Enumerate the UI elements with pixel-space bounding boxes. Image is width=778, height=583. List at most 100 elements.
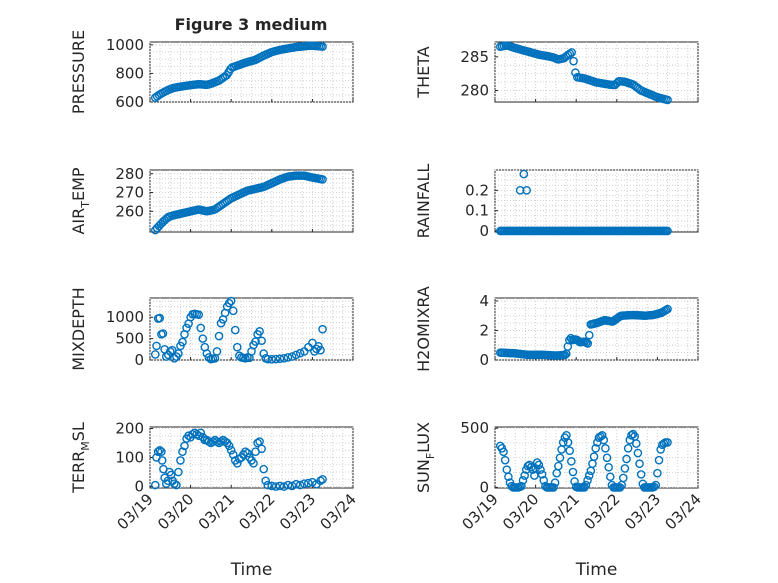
data-point-terr_msl [259, 464, 268, 474]
data-point-sun_flux [604, 462, 613, 472]
data-point-sun_flux [581, 480, 591, 490]
y-tick-label-air_temp: 260 [115, 202, 144, 220]
y-axis-label-suffix: LUX [414, 422, 433, 453]
data-point-sun_flux [563, 438, 573, 447]
panel-pressure: 600 800 1000 PRESSURE [69, 30, 354, 114]
data-point-terr_msl [178, 447, 187, 456]
data-point-mixdepth [230, 325, 240, 335]
data-point-mixdepth [155, 313, 165, 323]
data-point-terr_msl [304, 478, 313, 488]
y-axis-label-main: H2OMIXRA [414, 286, 433, 372]
data-point-terr_msl [241, 447, 250, 456]
x-tick-label: 03/22 [580, 490, 623, 533]
y-tick-label-pressure: 1000 [106, 36, 144, 54]
data-point-mixdepth [257, 336, 266, 346]
data-point-mixdepth [196, 323, 206, 333]
panel-rainfall: 0 0.1 0.2 RAINFALL [414, 164, 699, 240]
x-tick-label: 03/24 [662, 490, 705, 533]
y-tick-label-rainfall: 0.1 [465, 202, 489, 220]
data-point-mixdepth [312, 344, 321, 354]
y-axis-label-air_temp: AIRTEMP [69, 167, 92, 234]
y-tick-label-air_temp: 280 [115, 165, 144, 183]
data-point-mixdepth [150, 350, 160, 359]
data-point-terr_msl [253, 438, 262, 448]
y-tick-label-rainfall: 0.2 [465, 181, 489, 199]
data-point-sun_flux [520, 471, 529, 480]
y-axis-label-main: RAINFALL [414, 164, 433, 239]
data-point-terr_msl [299, 479, 309, 488]
y-tick-label-air_temp: 270 [115, 184, 144, 202]
data-point-sun_flux [504, 472, 513, 482]
data-point-sun_flux [583, 476, 592, 485]
data-point-sun_flux [633, 448, 643, 458]
data-point-terr_msl [226, 445, 236, 455]
data-point-terr_msl [261, 476, 271, 486]
data-point-rainfall [663, 226, 672, 236]
data-point-sun_flux [599, 435, 609, 445]
data-point-mixdepth [198, 334, 208, 343]
data-point-mixdepth [152, 341, 161, 351]
data-point-mixdepth [316, 345, 325, 355]
data-point-mixdepth [178, 337, 187, 347]
y-tick-label-terr_msl: 200 [115, 419, 144, 437]
data-point-sun_flux [659, 439, 669, 448]
data-point-rainfall [515, 186, 525, 195]
y-axis-label-pressure: PRESSURE [69, 30, 88, 114]
y-axis-label-main: THETA [414, 46, 433, 98]
y-axis-label-suffix: EMP [69, 167, 88, 201]
y-axis-label-subscript: F [424, 453, 437, 459]
data-point-terr_msl [172, 480, 181, 490]
y-axis-label-theta: THETA [414, 46, 433, 98]
x-tick-label: 03/21 [195, 490, 238, 533]
data-point-mixdepth [295, 348, 305, 358]
data-point-sun_flux [499, 447, 508, 457]
data-point-sun_flux [550, 478, 560, 487]
y-axis-label-main: PRESSURE [69, 30, 88, 114]
data-point-sun_flux [663, 438, 672, 447]
data-point-terr_msl [170, 479, 179, 488]
y-tick-label-h2omixra: 4 [479, 292, 489, 310]
data-point-terr_msl [150, 480, 160, 490]
data-point-h2omixra [560, 350, 570, 360]
data-point-terr_msl [174, 467, 183, 477]
data-point-rainfall [522, 186, 531, 195]
data-point-mixdepth [226, 296, 236, 306]
data-point-terr_msl [228, 450, 238, 459]
y-axis-label-main: MIXDEPTH [69, 287, 88, 370]
data-point-sun_flux [622, 454, 631, 464]
y-tick-label-terr_msl: 100 [115, 449, 144, 467]
data-point-mixdepth [318, 324, 327, 334]
y-axis-label-main: SUN [414, 459, 433, 493]
data-point-sun_flux [534, 460, 544, 470]
data-point-sun_flux [549, 483, 558, 492]
y-tick-label-h2omixra: 2 [479, 321, 489, 339]
data-point-mixdepth [204, 353, 214, 362]
data-point-mixdepth [291, 350, 301, 360]
data-point-sun_flux [518, 476, 528, 485]
data-point-terr_msl [287, 481, 297, 491]
data-point-terr_msl [283, 480, 293, 490]
data-point-mixdepth [214, 331, 224, 341]
data-point-air_temp [318, 175, 327, 184]
data-point-mixdepth [267, 355, 277, 364]
panel-theta: 280 285 THETA [414, 41, 699, 105]
x-tick-label: 03/22 [235, 490, 278, 533]
y-tick-label-theta: 280 [460, 82, 489, 100]
y-axis-label-suffix: SL [69, 422, 88, 441]
data-point-terr_msl [157, 456, 167, 465]
data-point-sun_flux [536, 465, 545, 474]
y-tick-label-terr_msl: 0 [134, 478, 144, 496]
y-axis-label-subscript: T [79, 201, 92, 209]
data-point-terr_msl [153, 447, 163, 456]
data-point-mixdepth [271, 354, 281, 364]
data-point-sun_flux [602, 453, 612, 463]
data-point-sun_flux [601, 444, 610, 453]
data-point-sun_flux [620, 464, 630, 473]
data-point-terr_msl [157, 447, 166, 456]
data-point-terr_msl [257, 444, 266, 454]
data-point-terr_msl [224, 441, 234, 451]
data-point-mixdepth [224, 298, 234, 308]
data-point-terr_msl [196, 428, 206, 438]
y-tick-label-h2omixra: 0 [479, 351, 489, 369]
